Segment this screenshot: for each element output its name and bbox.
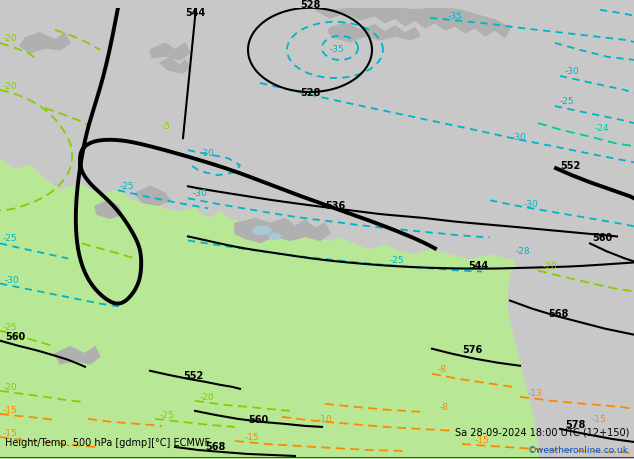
Polygon shape — [55, 347, 100, 364]
Text: -20: -20 — [3, 82, 18, 91]
Text: -15: -15 — [245, 432, 260, 441]
Text: 528: 528 — [300, 88, 320, 98]
Text: -8: -8 — [440, 402, 449, 411]
Text: -15: -15 — [475, 435, 489, 444]
Text: -24: -24 — [595, 124, 609, 133]
Text: -30: -30 — [193, 189, 208, 198]
Text: -25: -25 — [3, 234, 18, 243]
Text: -30: -30 — [5, 275, 20, 284]
Text: Sa 28-09-2024 18:00 UTC (12+150): Sa 28-09-2024 18:00 UTC (12+150) — [455, 427, 629, 437]
Text: 536: 536 — [325, 201, 346, 211]
Text: 544: 544 — [468, 261, 488, 271]
Text: -15: -15 — [3, 405, 18, 414]
Polygon shape — [95, 201, 122, 219]
Text: 560: 560 — [5, 331, 25, 341]
Polygon shape — [538, 159, 634, 459]
Text: 552: 552 — [183, 370, 204, 380]
Polygon shape — [150, 44, 190, 61]
Polygon shape — [135, 187, 170, 206]
Text: 560: 560 — [248, 414, 268, 424]
Text: -25: -25 — [3, 322, 18, 331]
Text: -28: -28 — [516, 247, 531, 256]
Text: Height/Temp. 500 hPa [gdmp][°C] ECMWF: Height/Temp. 500 hPa [gdmp][°C] ECMWF — [5, 437, 210, 448]
Polygon shape — [270, 9, 634, 54]
Text: 568: 568 — [205, 441, 225, 451]
Text: -25: -25 — [560, 97, 574, 106]
Text: -8: -8 — [438, 364, 447, 373]
Text: -25: -25 — [120, 182, 134, 191]
Polygon shape — [0, 9, 634, 264]
Text: 568: 568 — [548, 308, 568, 318]
Polygon shape — [20, 34, 70, 54]
Polygon shape — [508, 194, 634, 459]
Text: -20: -20 — [200, 392, 215, 401]
Polygon shape — [328, 24, 420, 43]
Text: -15: -15 — [3, 428, 18, 437]
Text: -30: -30 — [200, 149, 215, 158]
Text: -13: -13 — [528, 388, 543, 397]
Text: -10: -10 — [318, 414, 333, 423]
Text: 552: 552 — [560, 161, 580, 171]
Text: -25: -25 — [390, 256, 404, 265]
Text: 544: 544 — [185, 8, 205, 18]
Text: 578: 578 — [565, 419, 585, 429]
Text: -30: -30 — [512, 133, 527, 142]
Text: -35: -35 — [448, 12, 463, 21]
Ellipse shape — [269, 234, 281, 240]
Text: -35: -35 — [330, 45, 345, 54]
Text: 576: 576 — [462, 344, 482, 354]
Text: -25: -25 — [160, 410, 174, 419]
Text: -20: -20 — [3, 382, 18, 391]
Text: 560: 560 — [592, 233, 612, 243]
Text: ©weatheronline.co.uk: ©weatheronline.co.uk — [528, 445, 629, 454]
Polygon shape — [315, 9, 510, 39]
Text: 528: 528 — [300, 0, 320, 10]
Text: -5: -5 — [162, 122, 171, 131]
Ellipse shape — [253, 227, 271, 235]
Polygon shape — [235, 219, 330, 243]
Text: -30: -30 — [524, 200, 539, 209]
Text: -20: -20 — [3, 34, 18, 43]
Text: -20: -20 — [543, 262, 558, 271]
Text: -15: -15 — [592, 414, 607, 423]
Text: -30: -30 — [565, 67, 579, 76]
Polygon shape — [160, 59, 190, 74]
